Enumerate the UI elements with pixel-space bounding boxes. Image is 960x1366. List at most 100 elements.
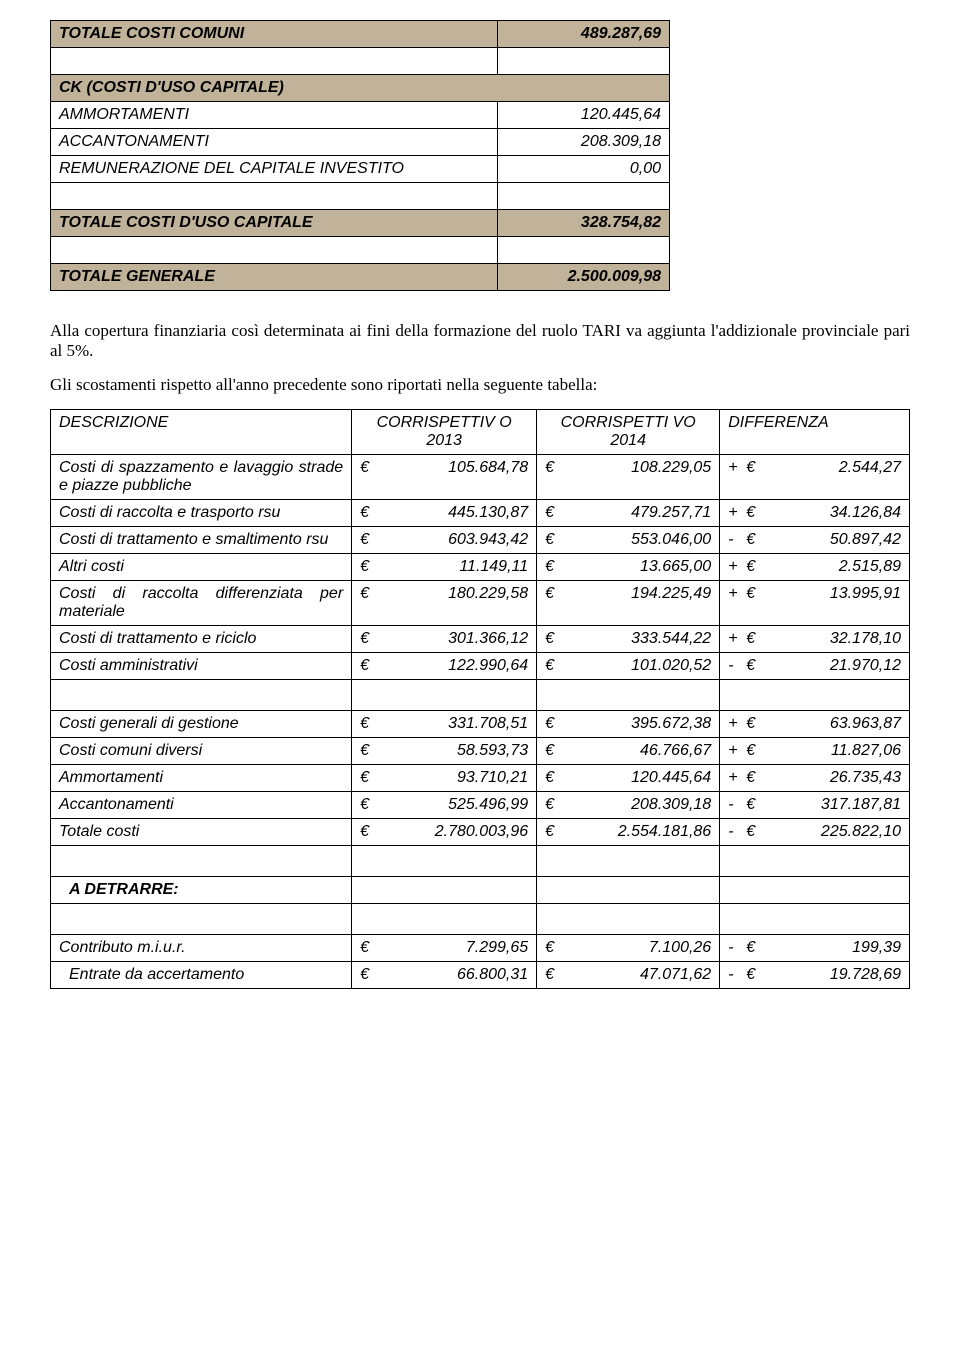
- table-row: [51, 846, 910, 877]
- row-difference: -€21.970,12: [720, 653, 910, 680]
- row-corrispettivo-2013: €301.366,12: [352, 626, 537, 653]
- row-description: Ammortamenti: [51, 765, 352, 792]
- row-corrispettivo-2013: €105.684,78: [352, 455, 537, 500]
- table-row: TOTALE COSTI COMUNI489.287,69: [51, 21, 670, 48]
- cost-row-value: [498, 237, 670, 264]
- table-row: Entrate da accertamento€66.800,31€47.071…: [51, 962, 910, 989]
- blank-cell: [51, 846, 352, 877]
- table-row: Costi di trattamento e riciclo€301.366,1…: [51, 626, 910, 653]
- table-row: [51, 680, 910, 711]
- cost-row-label: REMUNERAZIONE DEL CAPITALE INVESTITO: [51, 156, 498, 183]
- cost-row-label: TOTALE COSTI D'USO CAPITALE: [51, 210, 498, 237]
- row-difference: -€50.897,42: [720, 527, 910, 554]
- blank-cell: [537, 904, 720, 935]
- table-header-cell: DIFFERENZA: [720, 410, 910, 455]
- table-row: Altri costi€11.149,11€13.665,00+€2.515,8…: [51, 554, 910, 581]
- table-row: [51, 237, 670, 264]
- row-corrispettivo-2013: €93.710,21: [352, 765, 537, 792]
- row-description: Costi di trattamento e smaltimento rsu: [51, 527, 352, 554]
- row-description: Contributo m.i.u.r.: [51, 935, 352, 962]
- row-description: A DETRARRE:: [51, 877, 352, 904]
- paragraph-coverage: Alla copertura finanziaria così determin…: [50, 321, 910, 361]
- row-difference: -€317.187,81: [720, 792, 910, 819]
- table-row: Contributo m.i.u.r.€7.299,65€7.100,26-€1…: [51, 935, 910, 962]
- row-difference: [720, 877, 910, 904]
- table-row: TOTALE GENERALE2.500.009,98: [51, 264, 670, 291]
- table-row: [51, 904, 910, 935]
- table-row: REMUNERAZIONE DEL CAPITALE INVESTITO0,00: [51, 156, 670, 183]
- row-corrispettivo-2013: [352, 877, 537, 904]
- table-row: Costi di trattamento e smaltimento rsu€6…: [51, 527, 910, 554]
- blank-cell: [720, 904, 910, 935]
- blank-cell: [51, 680, 352, 711]
- comparison-table: DESCRIZIONECORRISPETTIV O 2013CORRISPETT…: [50, 409, 910, 989]
- cost-row-value: [498, 183, 670, 210]
- row-corrispettivo-2013: €331.708,51: [352, 711, 537, 738]
- blank-cell: [352, 846, 537, 877]
- row-difference: +€2.515,89: [720, 554, 910, 581]
- row-description: Altri costi: [51, 554, 352, 581]
- row-difference: +€26.735,43: [720, 765, 910, 792]
- row-difference: +€63.963,87: [720, 711, 910, 738]
- cost-row-label: [51, 183, 498, 210]
- table-row: Costi di raccolta differenziata per mate…: [51, 581, 910, 626]
- row-difference: +€13.995,91: [720, 581, 910, 626]
- row-difference: +€32.178,10: [720, 626, 910, 653]
- row-difference: -€199,39: [720, 935, 910, 962]
- table-row: [51, 183, 670, 210]
- row-difference: +€34.126,84: [720, 500, 910, 527]
- cost-row-value: [498, 48, 670, 75]
- row-corrispettivo-2013: €445.130,87: [352, 500, 537, 527]
- row-difference: +€2.544,27: [720, 455, 910, 500]
- table-row: Totale costi€2.780.003,96€2.554.181,86-€…: [51, 819, 910, 846]
- cost-row-value: 0,00: [498, 156, 670, 183]
- row-corrispettivo-2014: €101.020,52: [537, 653, 720, 680]
- table-row: Costi generali di gestione€331.708,51€39…: [51, 711, 910, 738]
- cost-row-value: 489.287,69: [498, 21, 670, 48]
- row-corrispettivo-2013: €603.943,42: [352, 527, 537, 554]
- table-row: Costi di raccolta e trasporto rsu€445.13…: [51, 500, 910, 527]
- row-corrispettivo-2013: €525.496,99: [352, 792, 537, 819]
- cost-row-label: [51, 237, 498, 264]
- cost-row-label: TOTALE GENERALE: [51, 264, 498, 291]
- cost-row-value: 208.309,18: [498, 129, 670, 156]
- row-description: Costi di raccolta differenziata per mate…: [51, 581, 352, 626]
- table-row: [51, 48, 670, 75]
- row-description: Costi di raccolta e trasporto rsu: [51, 500, 352, 527]
- row-difference: -€225.822,10: [720, 819, 910, 846]
- cost-row-value: 2.500.009,98: [498, 264, 670, 291]
- row-description: Costi di trattamento e riciclo: [51, 626, 352, 653]
- row-corrispettivo-2013: €2.780.003,96: [352, 819, 537, 846]
- cost-summary-table: TOTALE COSTI COMUNI489.287,69 CK (COSTI …: [50, 20, 670, 291]
- row-corrispettivo-2014: €194.225,49: [537, 581, 720, 626]
- cost-row-label: [51, 48, 498, 75]
- row-corrispettivo-2014: €7.100,26: [537, 935, 720, 962]
- row-difference: +€11.827,06: [720, 738, 910, 765]
- row-corrispettivo-2014: €395.672,38: [537, 711, 720, 738]
- blank-cell: [720, 680, 910, 711]
- row-corrispettivo-2013: €122.990,64: [352, 653, 537, 680]
- row-description: Entrate da accertamento: [51, 962, 352, 989]
- table-row: A DETRARRE:: [51, 877, 910, 904]
- blank-cell: [720, 846, 910, 877]
- row-description: Costi comuni diversi: [51, 738, 352, 765]
- row-difference: -€19.728,69: [720, 962, 910, 989]
- row-corrispettivo-2014: €13.665,00: [537, 554, 720, 581]
- row-corrispettivo-2014: €46.766,67: [537, 738, 720, 765]
- cost-row-label: AMMORTAMENTI: [51, 102, 498, 129]
- row-corrispettivo-2013: €11.149,11: [352, 554, 537, 581]
- row-corrispettivo-2014: €108.229,05: [537, 455, 720, 500]
- blank-cell: [352, 904, 537, 935]
- cost-row-label: CK (COSTI D'USO CAPITALE): [51, 75, 670, 102]
- cost-row-value: 120.445,64: [498, 102, 670, 129]
- row-corrispettivo-2013: €58.593,73: [352, 738, 537, 765]
- row-description: Accantonamenti: [51, 792, 352, 819]
- row-corrispettivo-2014: €479.257,71: [537, 500, 720, 527]
- cost-row-value: 328.754,82: [498, 210, 670, 237]
- cost-row-label: TOTALE COSTI COMUNI: [51, 21, 498, 48]
- row-description: Costi amministrativi: [51, 653, 352, 680]
- table-row: ACCANTONAMENTI208.309,18: [51, 129, 670, 156]
- table-row: Costi amministrativi€122.990,64€101.020,…: [51, 653, 910, 680]
- table-row: AMMORTAMENTI120.445,64: [51, 102, 670, 129]
- blank-cell: [537, 680, 720, 711]
